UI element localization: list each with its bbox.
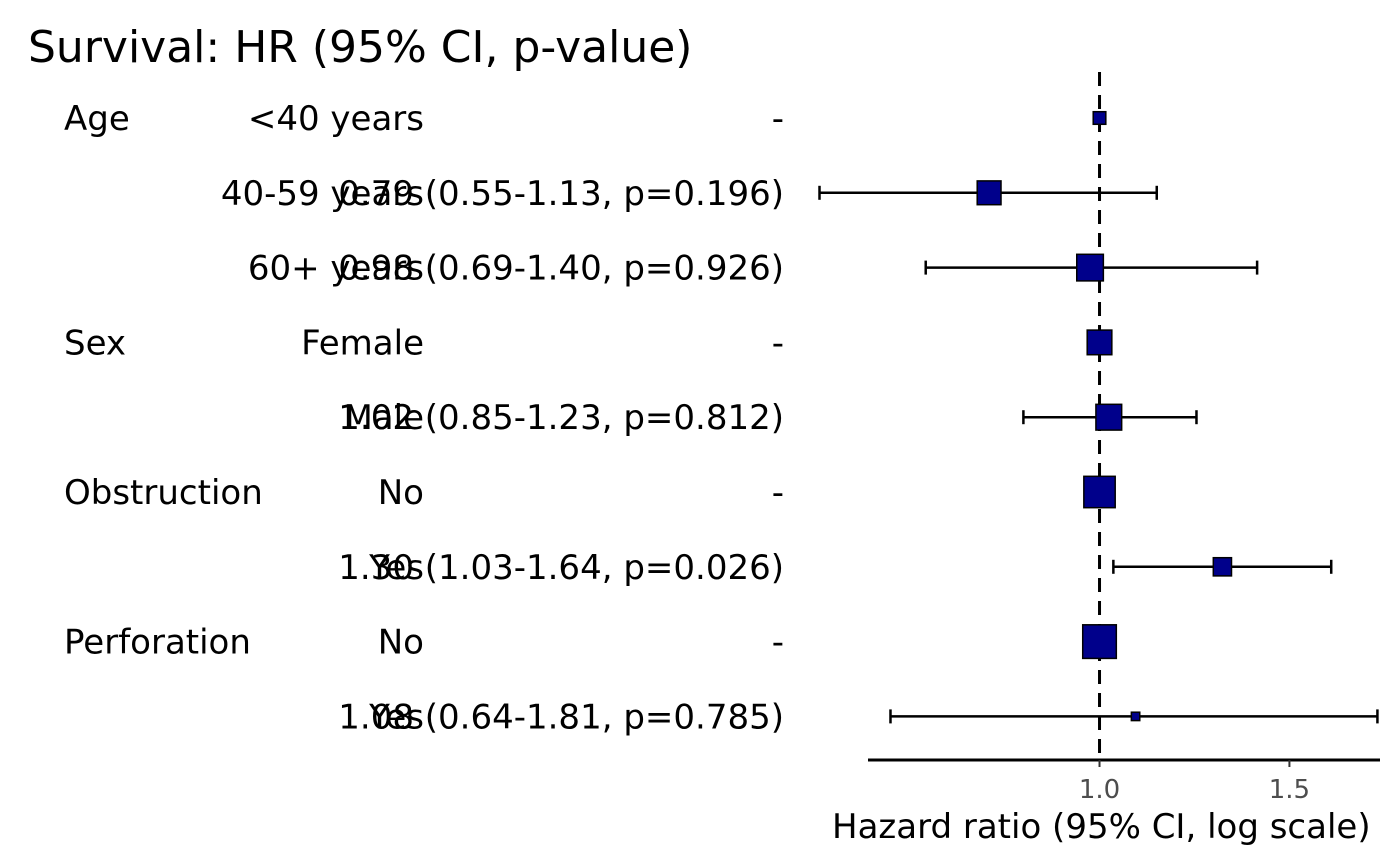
row-hr-text: -: [772, 99, 784, 139]
x-axis-label: Hazard ratio (95% CI, log scale): [832, 807, 1371, 847]
x-tick-label: 1.5: [1269, 775, 1310, 805]
estimate-mark: [1086, 329, 1113, 356]
hr-point: [1081, 624, 1118, 660]
table-row: Sex Female -: [64, 323, 784, 363]
hr-point: [1086, 329, 1113, 356]
row-variable-label: Sex: [64, 323, 126, 363]
table-row: Perforation No -: [64, 623, 784, 663]
row-hr-text: 0.79 (0.55-1.13, p=0.196): [338, 174, 784, 214]
row-level-label: No: [378, 473, 424, 513]
x-tick-label: 1.0: [1079, 775, 1120, 805]
table-row: Age <40 years -: [64, 99, 784, 139]
row-level-label: Yes: [368, 548, 424, 588]
row-level-label: 40-59 years: [221, 174, 424, 214]
row-hr-text: 1.30 (1.03-1.64, p=0.026): [338, 548, 784, 588]
plot-area: 1.0 1.5: [818, 72, 1380, 805]
row-hr-text: -: [772, 623, 784, 663]
row-level-label: 60+ years: [248, 249, 424, 289]
row-hr-text: -: [772, 323, 784, 363]
row-hr-text: 0.98 (0.69-1.40, p=0.926): [338, 249, 784, 289]
row-level-label: Male: [343, 398, 424, 438]
row-level-label: Yes: [368, 697, 424, 737]
hr-point: [1130, 711, 1141, 722]
hr-point: [1092, 110, 1107, 126]
estimate-mark: [889, 709, 1379, 724]
table-row: Obstruction No -: [64, 473, 784, 513]
estimate-mark: [1081, 624, 1118, 660]
hr-point: [1095, 403, 1123, 431]
hr-point: [1076, 253, 1105, 282]
row-hr-text: -: [772, 473, 784, 513]
estimate-marks: [818, 110, 1379, 724]
row-level-label: No: [378, 623, 424, 663]
hr-point: [976, 180, 1002, 206]
hr-point: [1083, 475, 1116, 509]
estimate-mark: [818, 180, 1159, 206]
row-variable-label: Obstruction: [64, 473, 263, 513]
estimate-mark: [1112, 556, 1333, 577]
row-hr-text: 1.02 (0.85-1.23, p=0.812): [338, 398, 784, 438]
estimate-mark: [924, 253, 1259, 282]
x-axis-ticks: 1.0 1.5: [1079, 760, 1310, 805]
estimate-mark: [1022, 403, 1198, 431]
row-hr-text: 1.08 (0.64-1.81, p=0.785): [338, 697, 784, 737]
x-tick: 1.5: [1269, 760, 1310, 805]
x-tick: 1.0: [1079, 760, 1120, 805]
chart-title: Survival: HR (95% CI, p-value): [28, 22, 692, 73]
estimate-mark: [1083, 475, 1116, 509]
row-level-label: <40 years: [248, 99, 424, 139]
row-level-label: Female: [301, 323, 424, 363]
estimate-mark: [1092, 110, 1107, 126]
row-variable-label: Age: [64, 99, 130, 139]
hr-point: [1212, 556, 1233, 577]
row-variable-label: Perforation: [64, 623, 251, 663]
